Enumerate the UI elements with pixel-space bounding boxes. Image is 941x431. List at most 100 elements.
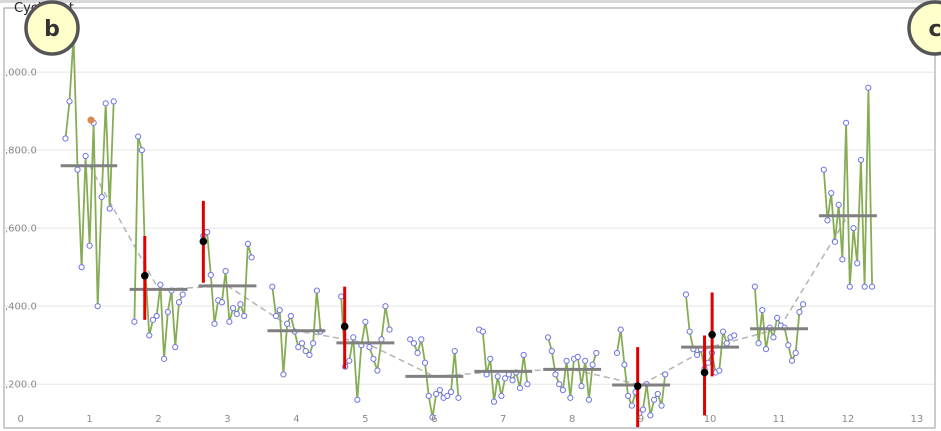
data-point [589,361,596,368]
data-point [346,357,353,364]
data-point [350,334,357,341]
data-point [276,306,283,314]
data-point [868,283,876,290]
data-point [74,166,81,173]
data-point [831,238,839,245]
data-point [548,347,555,355]
data-point [792,349,799,357]
data-point [796,308,803,316]
data-point [693,351,701,359]
x-tick-label: 2 [155,414,161,425]
data-point [86,242,93,249]
data-point [800,301,807,308]
badge-right[interactable]: c [907,0,941,56]
data-point [82,152,89,160]
x-tick-label: 13 [911,414,924,425]
data-point [366,344,373,351]
x-tick-label: 4 [293,414,299,425]
trend-line [88,165,849,386]
data-point [313,287,320,294]
data-point [407,336,414,343]
x-tick-label: 6 [431,414,437,425]
data-point [429,414,436,421]
x-tick-label: 9 [638,414,644,425]
data-point [850,225,857,232]
data-point [593,349,600,357]
trend-layer [88,165,849,386]
data-point [272,312,280,320]
data-point [149,316,157,323]
data-point [284,320,291,327]
data-point [651,396,658,403]
data-point [378,336,385,343]
data-point [647,412,654,419]
data-point [613,349,621,357]
data-point [865,84,872,91]
data-point [559,386,567,394]
data-point [455,394,462,401]
data-point [509,377,516,384]
data-point [295,344,302,351]
x-tick-label: 11 [773,414,786,425]
plot-frame [3,7,936,429]
marker-point [340,322,349,331]
data-point [552,371,559,378]
data-point [520,351,527,359]
data-point [854,260,861,267]
data-point [94,303,101,310]
data-point [774,314,781,321]
data-point [102,100,109,107]
data-point [421,359,429,366]
x-tick-label: 0 [17,414,23,425]
data-point [172,344,179,351]
data-point [723,340,730,347]
data-point [222,267,229,275]
data-point [106,205,113,212]
data-point [218,299,226,306]
data-point [842,119,850,126]
data-point [433,390,440,398]
y-tick-label: ,400.0 [5,302,37,313]
y-tick-label: ,800.0 [5,146,37,157]
data-point [556,381,563,388]
data-point [578,383,585,390]
data-point [386,326,393,333]
data-point [153,312,160,320]
data-point [628,402,635,409]
data-point [338,293,345,300]
data-point [211,320,218,327]
mean-layer [60,164,877,387]
data-point [110,98,117,105]
data-point [226,318,233,325]
data-point [639,406,647,413]
marker-point [700,368,709,377]
data-point [585,396,592,403]
data-point [135,133,142,140]
data-point [382,303,389,310]
data-point [175,299,183,306]
data-point [731,332,738,339]
x-tick-label: 1 [86,414,92,425]
data-point [716,367,723,374]
data-point [490,398,498,405]
badge-right-circle [907,0,941,56]
data-point [179,291,186,298]
data-point [502,375,509,382]
data-point [164,308,171,316]
data-point [287,312,294,320]
marker-layer [87,116,716,428]
data-point [524,381,531,388]
data-point [203,228,211,236]
data-point [207,271,214,279]
badge-left[interactable]: b [24,0,80,56]
data-point [306,351,313,359]
data-point [374,367,381,374]
data-point [824,217,831,224]
highlight-point [87,116,95,124]
data-point [625,392,632,399]
data-point [269,283,276,290]
data-point [846,283,853,290]
cycle-series-line [822,87,873,287]
data-point [479,328,486,335]
